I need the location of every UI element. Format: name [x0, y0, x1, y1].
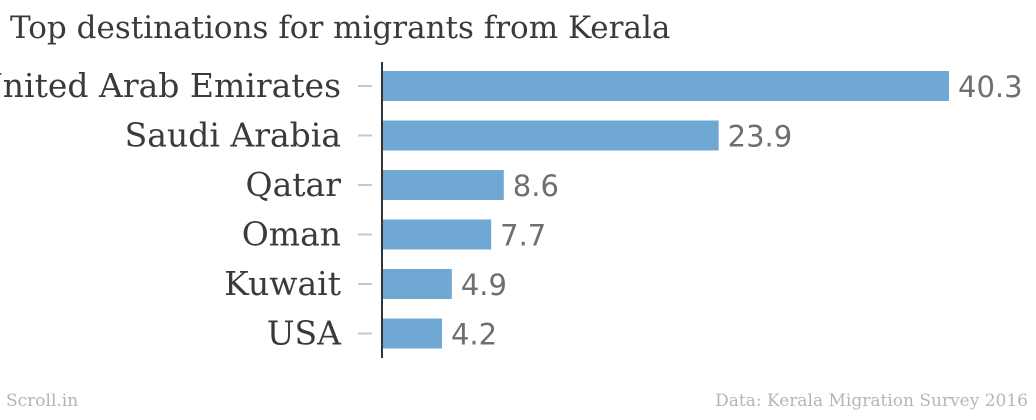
- category-label: Kuwait: [224, 264, 341, 303]
- value-label: 4.9: [461, 268, 507, 302]
- value-label: 23.9: [728, 120, 793, 154]
- bars-layer: United Arab Emirates 40.3 Saudi Arabia 23.9…: [0, 66, 1023, 353]
- bar: [383, 170, 504, 200]
- value-label: 4.2: [451, 318, 497, 352]
- footer-brand: Scroll.in: [6, 391, 78, 411]
- footer-source: Data: Kerala Migration Survey 2016: [715, 391, 1028, 411]
- value-label: 40.3: [958, 70, 1023, 104]
- bar: [383, 318, 442, 349]
- category-label: Saudi Arabia: [125, 116, 341, 155]
- bar: [383, 120, 719, 151]
- value-label: 7.7: [500, 219, 546, 253]
- category-label: Qatar: [246, 165, 342, 204]
- chart-title: Top destinations for migrants from Keral…: [10, 10, 670, 46]
- bar: [383, 71, 949, 101]
- category-label: Oman: [242, 215, 341, 254]
- bar: [383, 269, 452, 299]
- category-label: USA: [267, 314, 342, 353]
- value-label: 8.6: [513, 169, 559, 203]
- bar: [383, 219, 492, 250]
- category-label: United Arab Emirates: [0, 66, 341, 105]
